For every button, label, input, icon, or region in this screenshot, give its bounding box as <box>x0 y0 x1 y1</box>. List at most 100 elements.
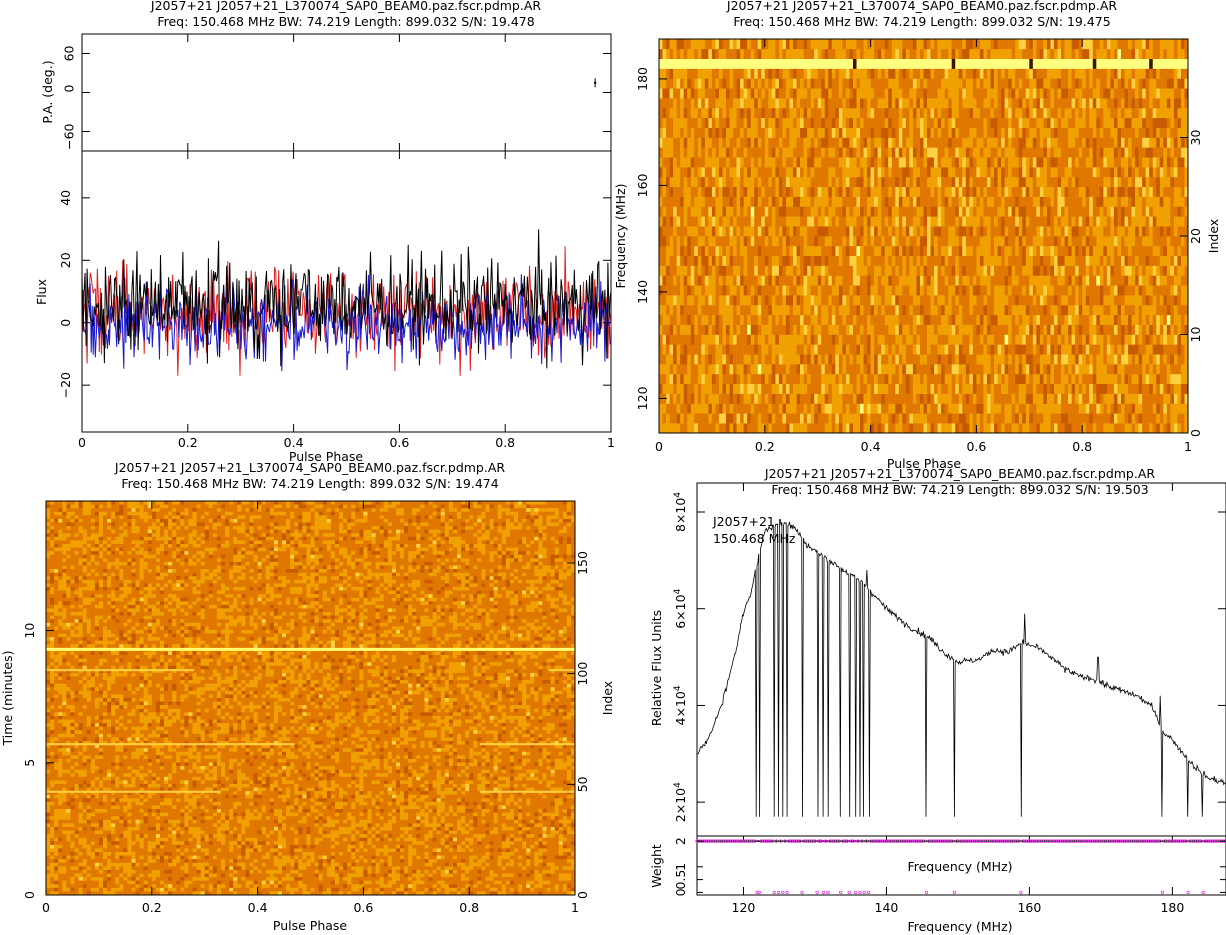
heat-cell <box>892 256 896 266</box>
heat-cell <box>1075 344 1079 354</box>
heat-cell <box>786 118 790 128</box>
heat-cell <box>1086 197 1090 207</box>
heat-cell <box>744 364 748 374</box>
heat-cell <box>888 167 892 177</box>
heat-cell <box>1125 423 1129 433</box>
heat-cell <box>1061 344 1065 354</box>
heat-cell <box>1125 413 1129 423</box>
heat-cell <box>719 384 723 394</box>
heat-cell <box>744 285 748 295</box>
heat-cell <box>871 384 875 394</box>
heat-cell <box>839 118 843 128</box>
heat-cell <box>913 216 917 226</box>
heat-cell <box>955 236 959 246</box>
heat-cell <box>920 177 924 187</box>
heat-cell <box>1132 216 1136 226</box>
heat-cell <box>768 197 772 207</box>
heat-cell <box>744 335 748 345</box>
heat-cell <box>998 206 1002 216</box>
heat-cell <box>797 157 801 167</box>
heat-cell <box>909 384 913 394</box>
heat-cell <box>1156 354 1160 364</box>
heat-cell <box>994 236 998 246</box>
heat-cell <box>1075 108 1079 118</box>
heat-cell <box>1022 216 1026 226</box>
heat-cell <box>1156 305 1160 315</box>
heat-cell <box>888 187 892 197</box>
heat-cell <box>1117 354 1121 364</box>
heat-cell <box>994 275 998 285</box>
heat-cell <box>1114 177 1118 187</box>
heat-cell <box>1068 118 1072 128</box>
heat-cell <box>754 423 758 433</box>
heat-cell <box>1117 177 1121 187</box>
heat-cell <box>793 403 797 413</box>
heat-cell <box>952 118 956 128</box>
heat-cell <box>987 246 991 256</box>
heat-cell <box>694 295 698 305</box>
heat-cell <box>807 413 811 423</box>
heat-cell <box>1019 256 1023 266</box>
heat-cell <box>758 187 762 197</box>
heat-cell <box>952 285 956 295</box>
heat-cell <box>1058 236 1062 246</box>
heat-cell <box>860 128 864 138</box>
heat-cell <box>835 236 839 246</box>
heat-cell <box>740 413 744 423</box>
heat-cell <box>754 354 758 364</box>
heat-cell <box>991 177 995 187</box>
heat-cell <box>1163 128 1167 138</box>
heat-cell <box>680 197 684 207</box>
heat-cell <box>1072 216 1076 226</box>
heat-cell <box>800 423 804 433</box>
heat-cell <box>722 275 726 285</box>
heat-cell <box>730 118 734 128</box>
heat-cell <box>1107 285 1111 295</box>
heat-cell <box>1047 216 1051 226</box>
heat-cell <box>779 197 783 207</box>
heat-cell <box>768 187 772 197</box>
heat-cell <box>998 295 1002 305</box>
heat-cell <box>1033 354 1037 364</box>
heat-cell <box>761 266 765 276</box>
heat-cell <box>814 285 818 295</box>
heat-cell <box>1096 108 1100 118</box>
heat-cell <box>1061 364 1065 374</box>
heat-cell <box>677 128 681 138</box>
heat-cell <box>744 108 748 118</box>
heat-cell <box>726 118 730 128</box>
heat-cell <box>722 344 726 354</box>
heat-cell <box>909 197 913 207</box>
heat-cell <box>821 325 825 335</box>
heat-cell <box>1135 315 1139 325</box>
heat-cell <box>853 344 857 354</box>
heat-cell <box>694 354 698 364</box>
heat-cell <box>895 118 899 128</box>
heat-cell <box>821 187 825 197</box>
heat-cell <box>952 305 956 315</box>
heat-cell <box>677 403 681 413</box>
heat-cell <box>1096 138 1100 148</box>
heat-cell <box>698 108 702 118</box>
heat-cell <box>1086 403 1090 413</box>
heat-cell <box>895 295 899 305</box>
heat-cell <box>772 384 776 394</box>
heat-cell <box>1114 295 1118 305</box>
heat-cell <box>1054 197 1058 207</box>
heat-cell <box>856 413 860 423</box>
heat-cell <box>687 325 691 335</box>
heat-cell <box>807 266 811 276</box>
heat-cell <box>1100 256 1104 266</box>
heat-cell <box>1160 246 1164 256</box>
heat-cell <box>888 354 892 364</box>
heat-cell <box>673 325 677 335</box>
heat-cell <box>973 216 977 226</box>
heat-cell <box>701 226 705 236</box>
heat-cell <box>1177 403 1181 413</box>
heat-cell <box>818 335 822 345</box>
heat-cell <box>775 275 779 285</box>
heat-cell <box>1160 197 1164 207</box>
heat-cell <box>1103 216 1107 226</box>
heat-cell <box>920 305 924 315</box>
heat-cell <box>1043 177 1047 187</box>
